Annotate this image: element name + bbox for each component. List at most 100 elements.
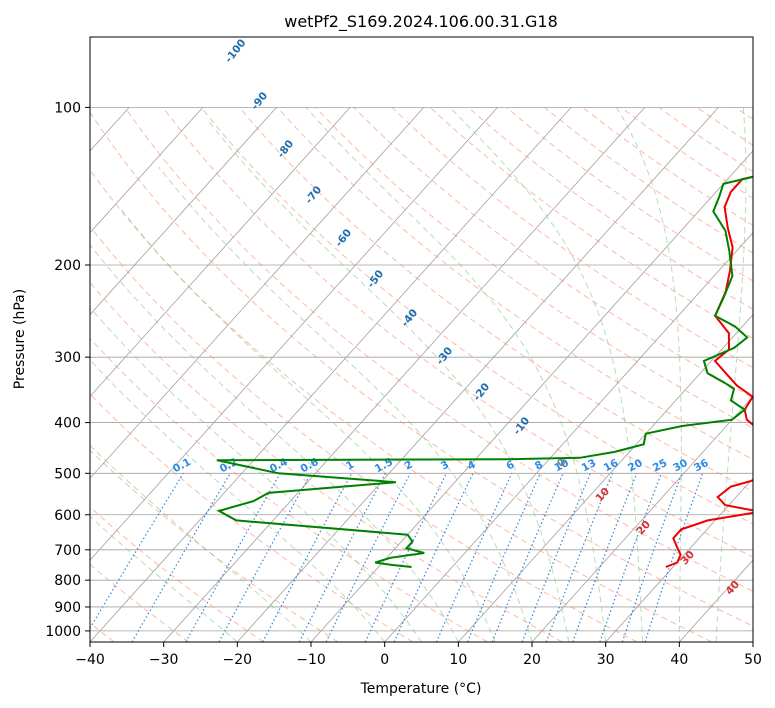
dry-adiabat-label: -10 xyxy=(511,415,532,437)
moist-adiabat-line xyxy=(449,107,643,642)
isotherm-line xyxy=(237,107,719,642)
y-tick-label: 500 xyxy=(54,466,81,482)
mixing-ratio-line xyxy=(491,473,564,642)
dry-adiabat-line xyxy=(90,225,638,642)
moist-adiabat-line xyxy=(90,359,386,642)
moist-adiabat-line xyxy=(158,166,533,642)
dry-adiabat-label: -40 xyxy=(399,307,420,329)
mixing-ratio-label: 4 xyxy=(466,459,478,473)
moist-adiabat-line xyxy=(90,444,312,642)
moist-adiabat-line xyxy=(715,107,747,642)
isotherm-line xyxy=(531,395,753,642)
moist-adiabat-line xyxy=(90,515,238,642)
mixing-ratio-line xyxy=(393,473,474,642)
isotherm-line xyxy=(163,107,646,642)
dry-adiabat-line xyxy=(353,107,753,399)
dry-adiabat-line xyxy=(315,107,753,429)
isotherm-line xyxy=(310,150,753,642)
dry-adiabat-label: -90 xyxy=(249,90,270,112)
y-tick-label: 100 xyxy=(54,100,81,116)
mixing-ratio-label: 0.2 xyxy=(218,456,240,475)
y-tick-label: 800 xyxy=(54,573,81,589)
mixing-ratio-line xyxy=(185,472,281,642)
dry-adiabat-line xyxy=(90,169,712,642)
plot-frame xyxy=(89,36,754,643)
mixing-ratio-line xyxy=(644,473,704,642)
mixing-ratio-line xyxy=(218,473,312,642)
moist-adiabat-line xyxy=(90,244,459,642)
x-tick-label: 10 xyxy=(449,652,467,668)
moist-adiabat-label: 30 xyxy=(678,549,697,568)
dry-adiabat-line xyxy=(90,449,339,642)
moist-adiabat-line xyxy=(119,206,496,642)
grid-layer: 0.1 0.2 0.4 0.6 1 1.5 2 3 4 6 8 10 13 16 20 25 30 36-100-… xyxy=(90,37,753,642)
x-tick-label: −40 xyxy=(75,652,105,668)
moist-adiabat-line xyxy=(305,107,607,642)
dry-adiabat-line xyxy=(429,107,753,339)
dry-adiabat-line xyxy=(90,337,488,642)
isotherm-line xyxy=(605,477,753,642)
mixing-ratio-label: 25 xyxy=(651,457,670,474)
mixing-ratio-line xyxy=(364,473,447,642)
mixing-ratio-line xyxy=(325,473,411,642)
mixing-ratio-label: 36 xyxy=(692,457,711,474)
isotherm-line xyxy=(752,641,753,642)
mixing-ratio-line xyxy=(298,473,386,642)
dry-adiabat-label: -100 xyxy=(223,37,249,65)
x-tick-label: 0 xyxy=(380,652,389,668)
dry-adiabat-line xyxy=(544,107,753,254)
isotherm-line xyxy=(458,313,753,642)
dry-adiabat-line xyxy=(124,107,753,592)
isotherm-line xyxy=(90,107,277,316)
dry-adiabat-line xyxy=(90,281,563,642)
mixing-ratio-label: 3 xyxy=(439,459,451,473)
y-tick-label: 900 xyxy=(54,600,81,616)
moist-adiabat-label: 40 xyxy=(723,579,742,598)
mixing-ratio-line xyxy=(466,473,541,642)
dewpoint-profile-line xyxy=(216,175,753,568)
dry-adiabat-line xyxy=(391,107,753,369)
mixing-ratio-label: 30 xyxy=(671,457,690,474)
isotherm-line xyxy=(90,107,204,234)
dry-adiabat-label: -20 xyxy=(471,381,492,403)
y-tick-label: 700 xyxy=(54,543,81,559)
x-tick-label: −10 xyxy=(296,652,326,668)
dry-adiabat-line xyxy=(90,506,264,642)
dry-adiabat-line xyxy=(277,107,753,461)
dry-adiabat-line xyxy=(162,107,753,558)
isotherm-line xyxy=(90,107,425,479)
dry-adiabat-line xyxy=(90,563,190,642)
dry-adiabat-label: -60 xyxy=(333,227,354,249)
x-tick-label: 20 xyxy=(523,652,541,668)
y-tick-label: 200 xyxy=(54,258,81,274)
mixing-ratio-line xyxy=(131,472,231,642)
temperature-profile-line xyxy=(665,175,753,568)
moist-adiabat-line xyxy=(206,118,570,642)
mixing-ratio-line xyxy=(521,473,591,642)
dry-adiabat-label: -80 xyxy=(275,138,296,160)
isotherm-line xyxy=(384,232,753,642)
moist-adiabat-label: 20 xyxy=(634,519,653,538)
mixing-ratio-line xyxy=(599,473,663,642)
x-tick-label: −20 xyxy=(223,652,253,668)
y-tick-label: 600 xyxy=(54,508,81,524)
dry-adiabat-line xyxy=(735,106,753,120)
y-tick-label: 1000 xyxy=(45,624,81,640)
dry-adiabat-line xyxy=(200,107,753,525)
mixing-ratio-label: 0.1 xyxy=(171,456,193,475)
x-axis-title: Temperature (°C) xyxy=(360,681,482,697)
dry-adiabat-label: -30 xyxy=(434,345,455,367)
x-tick-label: 30 xyxy=(597,652,615,668)
mixing-ratio-line xyxy=(435,473,513,642)
mixing-ratio-label: 6 xyxy=(504,459,516,473)
mixing-ratio-line xyxy=(90,472,184,630)
mixing-ratio-label: 20 xyxy=(626,457,645,474)
dry-adiabat-label: -70 xyxy=(303,184,324,206)
isotherm-line xyxy=(90,107,351,398)
dry-adiabat-label: -50 xyxy=(365,268,386,290)
mixing-ratio-line xyxy=(621,473,683,642)
y-axis-title: Pressure (hPa) xyxy=(12,289,28,389)
x-tick-label: −30 xyxy=(149,652,179,668)
dry-adiabat-line xyxy=(90,111,753,627)
